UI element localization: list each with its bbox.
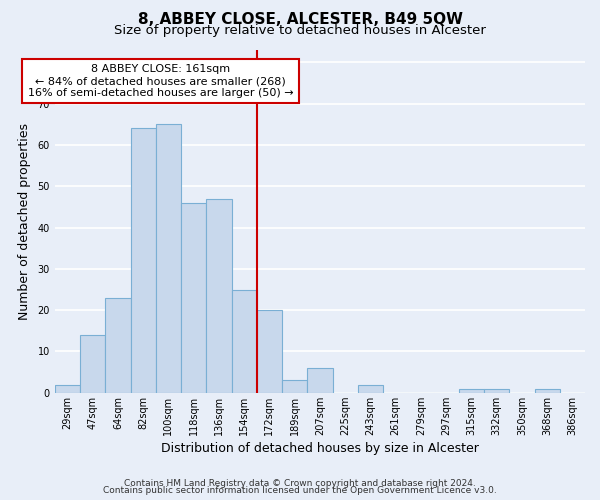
Text: 8 ABBEY CLOSE: 161sqm
← 84% of detached houses are smaller (268)
16% of semi-det: 8 ABBEY CLOSE: 161sqm ← 84% of detached …	[28, 64, 293, 98]
Bar	[181, 203, 206, 393]
Bar	[535, 388, 560, 393]
Bar	[206, 198, 232, 393]
X-axis label: Distribution of detached houses by size in Alcester: Distribution of detached houses by size …	[161, 442, 479, 455]
Bar	[459, 388, 484, 393]
Bar	[131, 128, 156, 393]
Bar	[484, 388, 509, 393]
Text: 8, ABBEY CLOSE, ALCESTER, B49 5QW: 8, ABBEY CLOSE, ALCESTER, B49 5QW	[137, 12, 463, 28]
Bar	[232, 290, 257, 393]
Bar	[307, 368, 332, 393]
Text: Contains HM Land Registry data © Crown copyright and database right 2024.: Contains HM Land Registry data © Crown c…	[124, 478, 476, 488]
Bar	[358, 384, 383, 393]
Bar	[257, 310, 282, 393]
Text: Contains public sector information licensed under the Open Government Licence v3: Contains public sector information licen…	[103, 486, 497, 495]
Bar	[80, 335, 106, 393]
Bar	[106, 298, 131, 393]
Text: Size of property relative to detached houses in Alcester: Size of property relative to detached ho…	[114, 24, 486, 37]
Bar	[55, 384, 80, 393]
Bar	[156, 124, 181, 393]
Bar	[282, 380, 307, 393]
Y-axis label: Number of detached properties: Number of detached properties	[17, 123, 31, 320]
